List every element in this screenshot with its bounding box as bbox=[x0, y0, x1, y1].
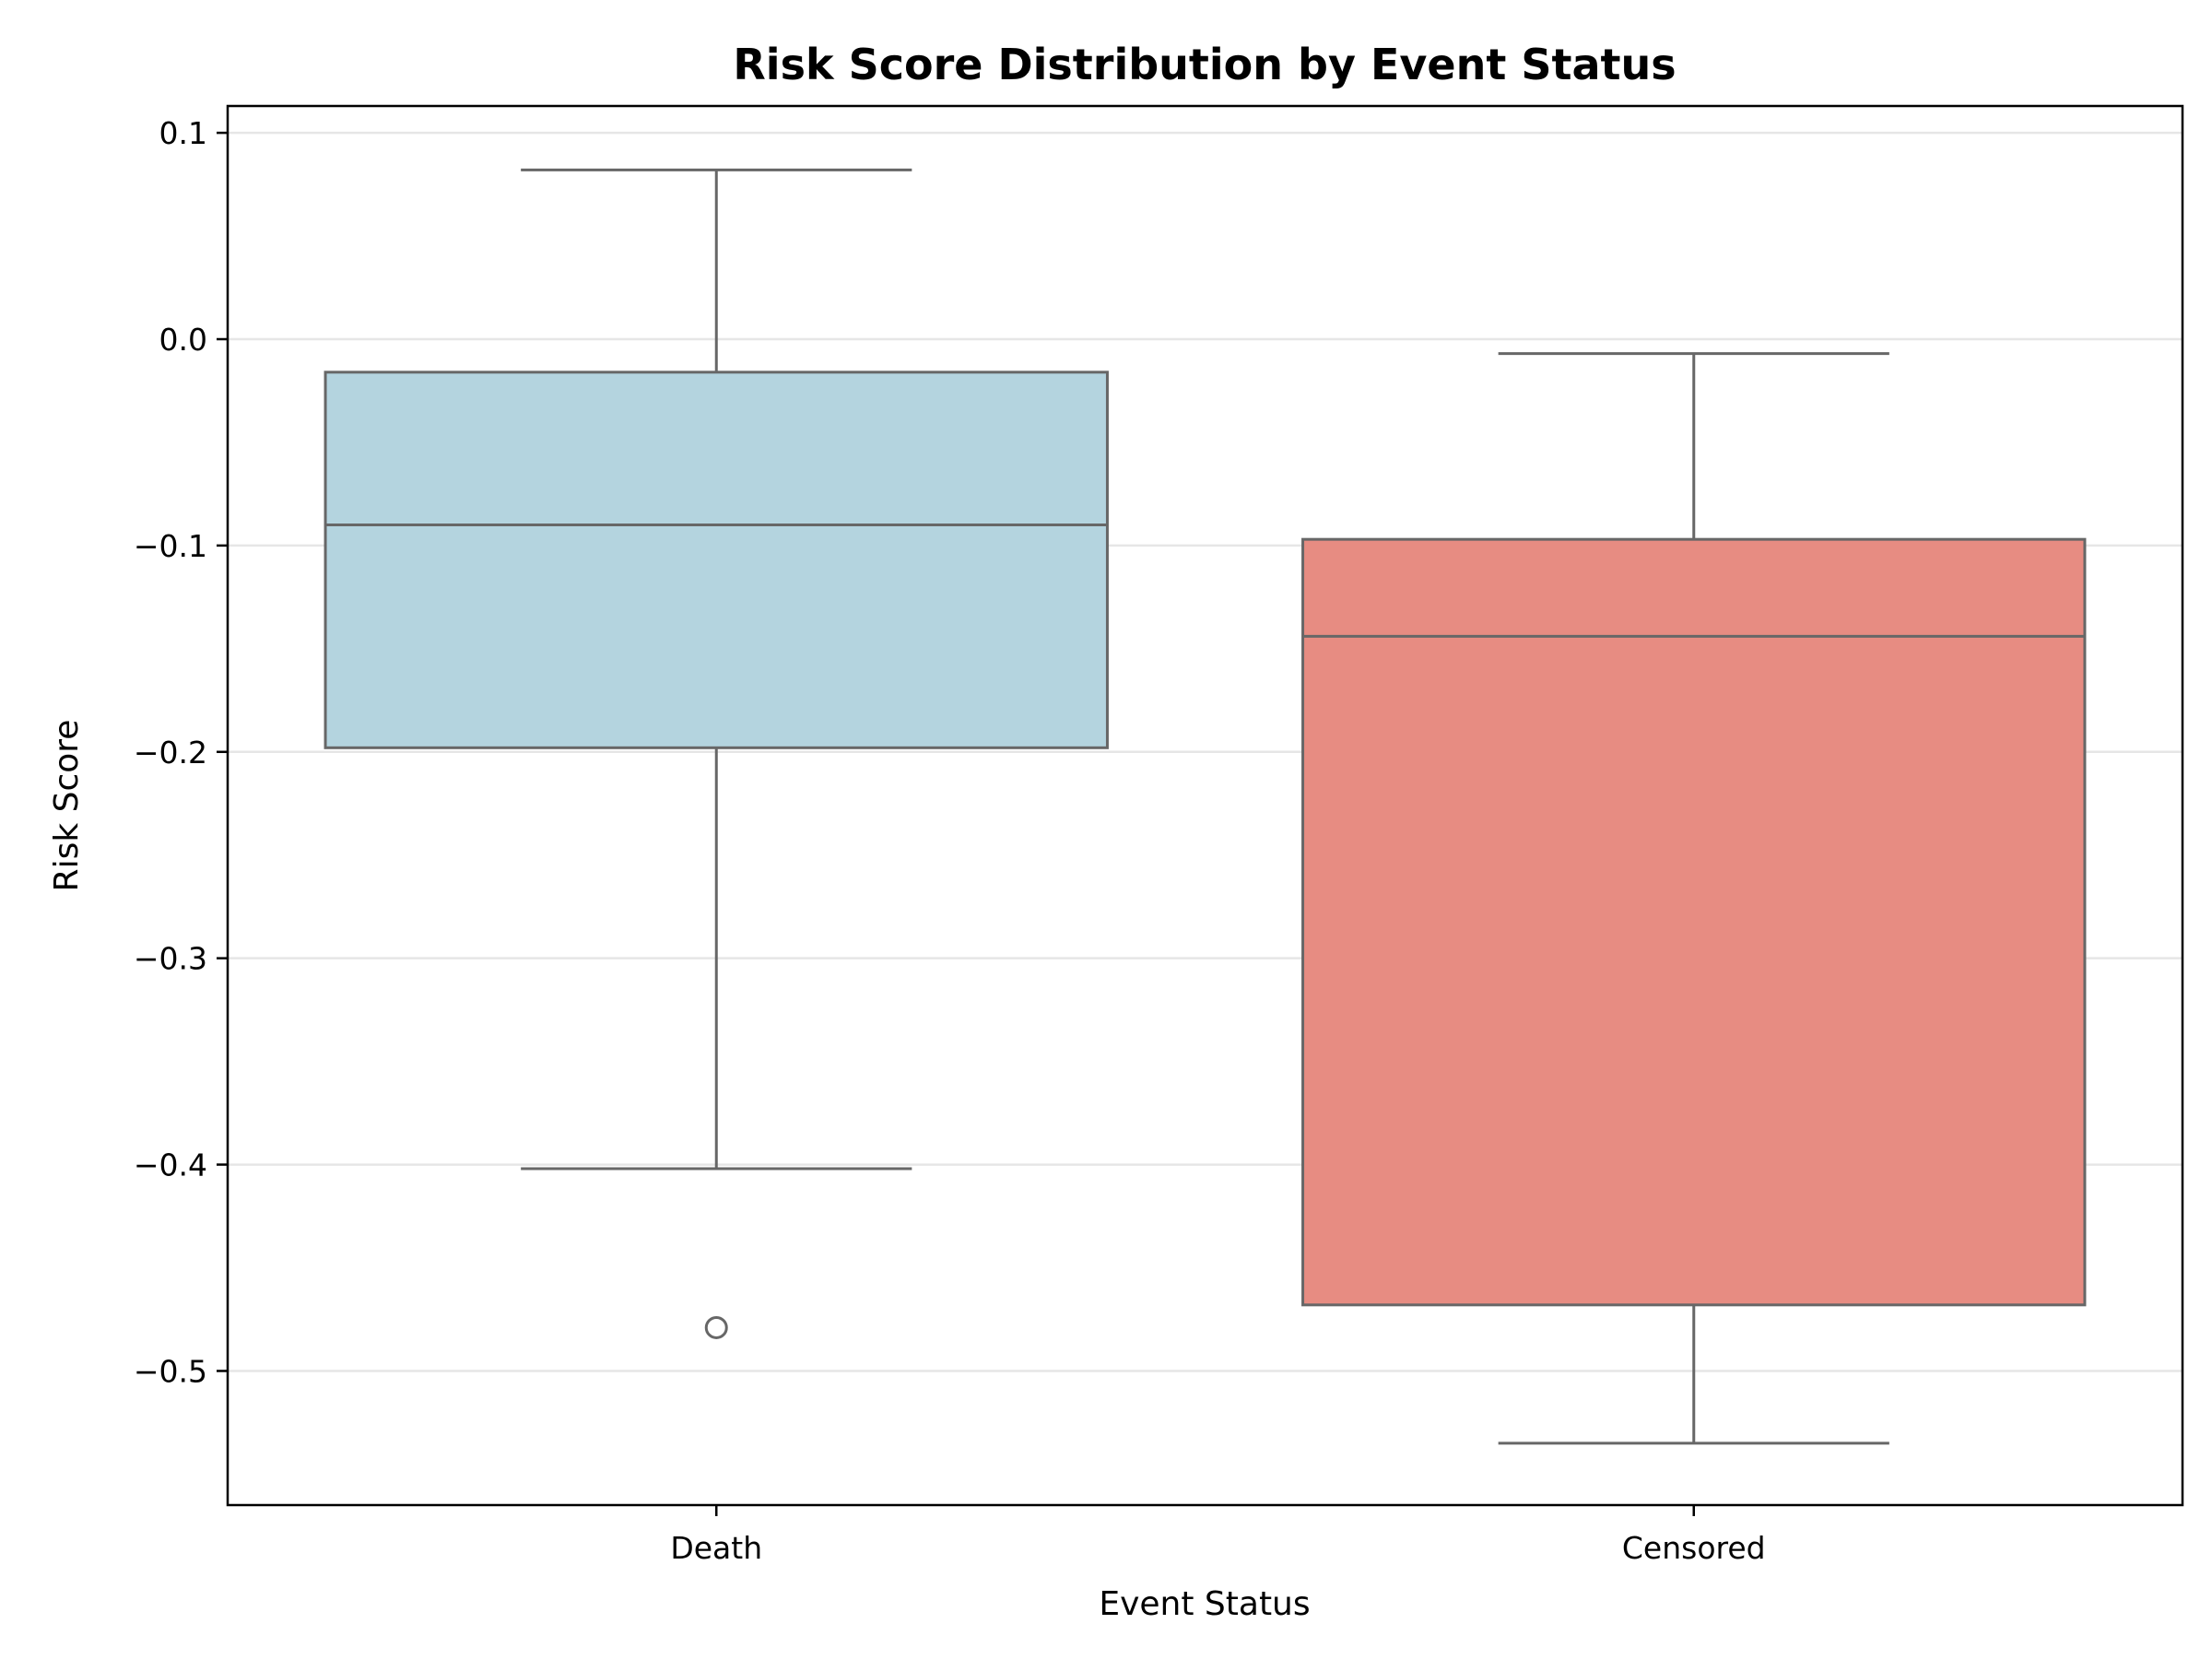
box-death bbox=[324, 168, 1109, 1339]
y-tick-label: −0.4 bbox=[134, 1147, 207, 1183]
y-tick-label: −0.2 bbox=[134, 735, 207, 771]
y-axis-ticks: 0.1 0.0 −0.1 −0.2 −0.3 −0.4 −0.5 bbox=[134, 115, 228, 1389]
iqr-box bbox=[1301, 537, 2087, 1307]
boxes bbox=[324, 168, 2087, 1445]
y-tick-label: 0.0 bbox=[159, 322, 207, 358]
x-tick-label: Death bbox=[670, 1530, 762, 1566]
chart-title: Risk Score Distribution by Event Status bbox=[733, 40, 1676, 89]
x-axis-ticks: Death Censored bbox=[670, 1505, 1766, 1566]
y-tick-label: −0.3 bbox=[134, 941, 207, 977]
y-tick-label: −0.1 bbox=[134, 528, 207, 564]
x-tick-label: Censored bbox=[1622, 1530, 1766, 1566]
iqr-box bbox=[324, 371, 1109, 749]
plot-frame bbox=[226, 104, 2184, 1507]
y-tick-label: −0.5 bbox=[134, 1353, 207, 1389]
x-axis-label: Event Status bbox=[1099, 1585, 1310, 1623]
box-censored bbox=[1301, 352, 2087, 1445]
outlier-point bbox=[704, 1315, 728, 1339]
y-axis-label: Risk Score bbox=[48, 720, 86, 892]
y-tick-label: 0.1 bbox=[159, 115, 207, 151]
